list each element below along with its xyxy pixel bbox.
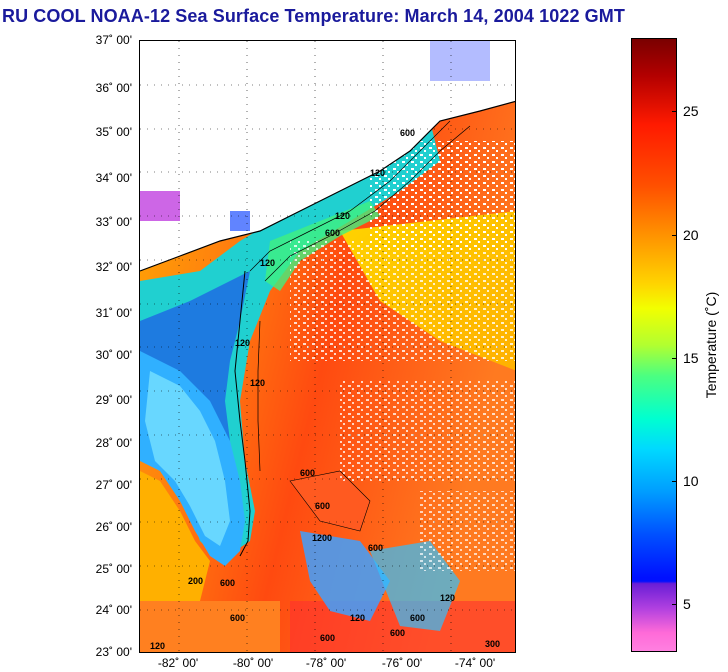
cloud-speckle-south <box>340 381 515 481</box>
lon-label: -80˚ 00' <box>232 656 274 670</box>
purple-patch-2 <box>430 41 490 81</box>
temperature-colorbar <box>631 38 677 652</box>
florida-interior <box>145 371 230 546</box>
isobath-label: 120 <box>235 338 250 348</box>
lat-label: 29˚ 00' <box>95 393 132 407</box>
lon-label: -82˚ 00' <box>157 656 199 670</box>
isobath-label: 120 <box>370 168 385 178</box>
colorbar-tick <box>672 111 677 112</box>
blue-patch <box>230 211 250 231</box>
isobath-120 <box>249 120 451 272</box>
colorbar-label: 20 <box>683 227 699 243</box>
isobath-label: 600 <box>368 543 383 553</box>
isobath-label: 600 <box>230 613 245 623</box>
lon-label: -78˚ 00' <box>305 656 347 670</box>
colorbar-label: 25 <box>683 103 699 119</box>
isobath-label: 600 <box>315 501 330 511</box>
colorbar-tick <box>672 358 677 359</box>
cloud-speckle-north <box>370 141 515 251</box>
map-title: RU COOL NOAA-12 Sea Surface Temperature:… <box>2 6 625 26</box>
lat-label: 30˚ 00' <box>95 348 132 362</box>
colorbar-title: Temperature (˚C) <box>703 291 719 399</box>
cloud-speckle-east <box>420 491 515 571</box>
lat-label: 37˚ 00' <box>95 33 132 47</box>
isobath-label: 120 <box>440 593 455 603</box>
colorbar-label: 15 <box>683 350 699 366</box>
lat-label: 31˚ 00' <box>95 306 132 320</box>
sst-map-graphic: 120 120 120 600 600 120 600 600 1200 600… <box>140 41 515 652</box>
lat-label: 27˚ 00' <box>95 478 132 492</box>
lat-label: 32˚ 00' <box>95 260 132 274</box>
isobath-label: 600 <box>390 628 405 638</box>
isobath-label: 120 <box>260 258 275 268</box>
bahamas-bank-south <box>300 531 390 621</box>
isobath-label: 300 <box>485 639 500 649</box>
coastline-florida-east <box>234 270 251 557</box>
colorbar-tick <box>672 235 677 236</box>
lat-label: 26˚ 00' <box>95 520 132 534</box>
colorbar-tick <box>672 481 677 482</box>
isobath-label: 1200 <box>312 533 332 543</box>
isobath-label: 120 <box>150 641 165 651</box>
sst-map: 120 120 120 600 600 120 600 600 1200 600… <box>139 40 516 653</box>
isobath-label: 600 <box>410 613 425 623</box>
isobath-label: 120 <box>335 211 350 221</box>
lat-label: 28˚ 00' <box>95 436 132 450</box>
coastline-north <box>140 100 515 272</box>
lat-label: 25˚ 00' <box>95 562 132 576</box>
cloud-speckle-mid <box>290 241 515 361</box>
lat-label: 24˚ 00' <box>95 603 132 617</box>
lon-label: -74˚ 00' <box>454 656 496 670</box>
isobath-600 <box>264 125 471 282</box>
lat-label: 34˚ 00' <box>95 171 132 185</box>
isobath-label: 600 <box>400 128 415 138</box>
isobath-shelf-edge <box>257 320 261 472</box>
isobath-label: 600 <box>325 228 340 238</box>
colorbar-label: 10 <box>683 473 699 489</box>
isobath-label: 120 <box>250 378 265 388</box>
isobath-label: 600 <box>220 578 235 588</box>
florida-straits-water <box>140 601 280 652</box>
isobath-label: 200 <box>188 576 203 586</box>
lon-label: -76˚ 00' <box>381 656 423 670</box>
cold-shelf-water <box>140 271 250 441</box>
lat-label: 23˚ 00' <box>95 645 132 659</box>
bahamas-bank-north <box>289 470 371 532</box>
purple-patch-1 <box>140 191 180 221</box>
isobath-label-group: 120 120 120 600 600 120 600 600 1200 600… <box>150 128 500 651</box>
gulf-warm-water <box>140 471 210 601</box>
isobath-label: 120 <box>350 613 365 623</box>
isobath-label: 600 <box>300 468 315 478</box>
colorbar-tick <box>672 604 677 605</box>
lat-label: 36˚ 00' <box>95 81 132 95</box>
lat-label: 35˚ 00' <box>95 125 132 139</box>
colorbar-label: 5 <box>683 596 691 612</box>
isobath-label: 600 <box>320 633 335 643</box>
lat-label: 33˚ 00' <box>95 215 132 229</box>
